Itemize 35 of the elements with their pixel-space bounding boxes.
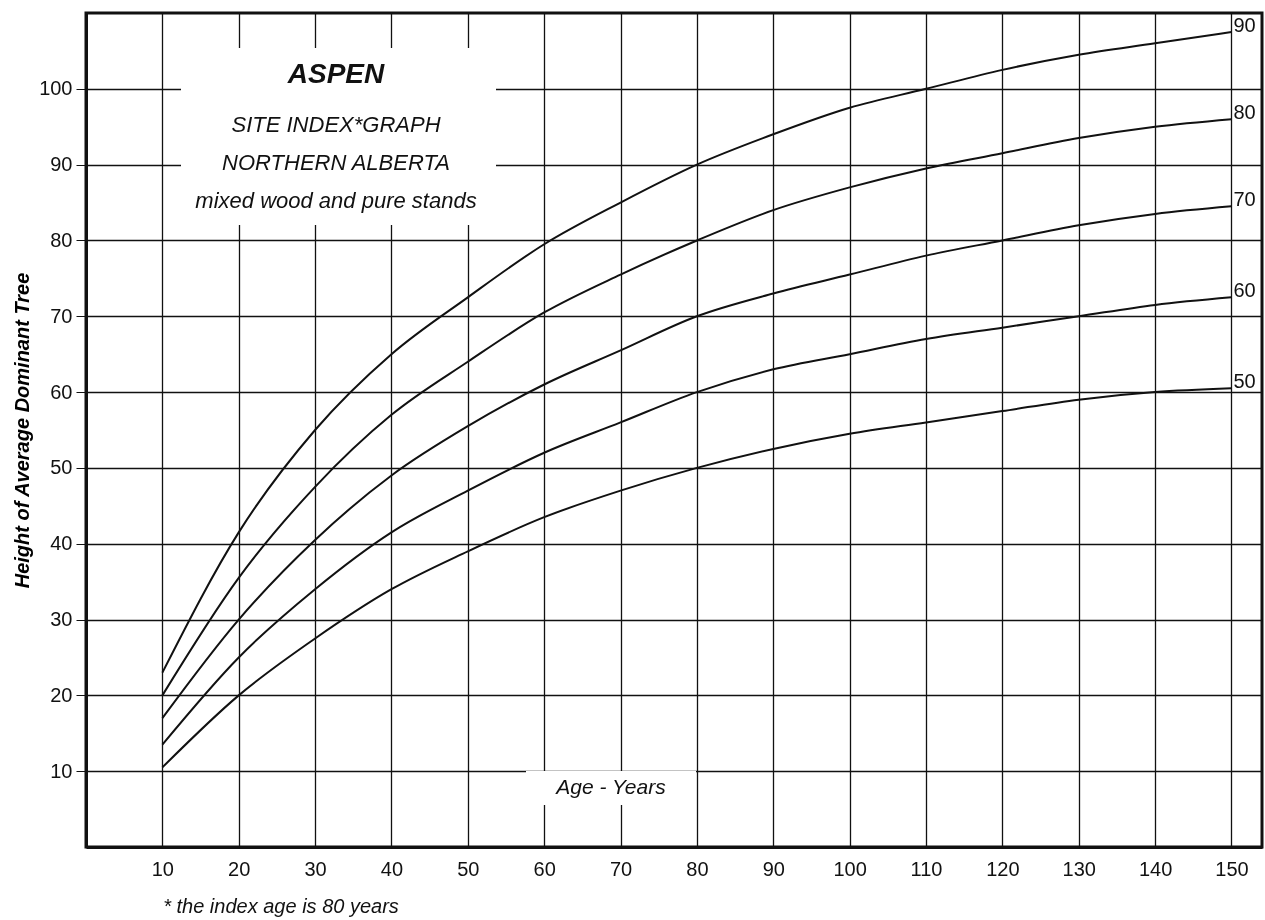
x-tick-label: 90 [762, 857, 785, 880]
y-tick-label: 30 [50, 608, 73, 631]
y-tick-label: 100 [39, 77, 73, 100]
x-tick-label: 20 [228, 857, 251, 880]
text: SITE INDEX*GRAPH NORTHERN ALBERTA mixed wood and pure stands [195, 112, 477, 213]
x-tick-label: 40 [380, 857, 404, 880]
y-tick-label: 10 [50, 759, 73, 782]
y-tick-label: 70 [50, 304, 73, 327]
x-tick-label: 110 [910, 857, 943, 880]
y-tick-label: 80 [50, 228, 73, 251]
x-tick-label: 60 [533, 857, 556, 880]
text: ASPEN [286, 58, 386, 89]
y-tick-label: 40 [50, 532, 73, 555]
y-tick-label: 50 [50, 456, 73, 479]
y-tick-label: 90 [50, 153, 73, 176]
x-tick-label: 80 [686, 857, 709, 880]
y-tick-label: 60 [50, 380, 73, 403]
y-axis-title: Height of Average Dominant Tree [11, 272, 34, 589]
series-label: 90 [1233, 13, 1256, 36]
x-tick-label: 120 [986, 857, 1020, 880]
y-tick-label: 20 [50, 683, 73, 706]
x-tick-label: 50 [457, 857, 480, 880]
x-tick-label: 140 [1138, 857, 1173, 880]
series-label: 50 [1233, 370, 1256, 393]
series-label: 80 [1233, 101, 1256, 124]
series-label: 60 [1233, 279, 1256, 302]
x-tick-label: 150 [1215, 857, 1249, 880]
x-tick-label: 100 [833, 857, 867, 880]
x-tick-label: 30 [304, 857, 327, 880]
x-tick-label: 10 [151, 857, 174, 880]
x-tick-label: 130 [1062, 857, 1096, 880]
text: * the index age is 80 years [163, 895, 399, 917]
x-axis-title: Age - Years [554, 775, 667, 798]
x-tick-label: 70 [609, 857, 633, 880]
series-label: 70 [1233, 188, 1256, 211]
